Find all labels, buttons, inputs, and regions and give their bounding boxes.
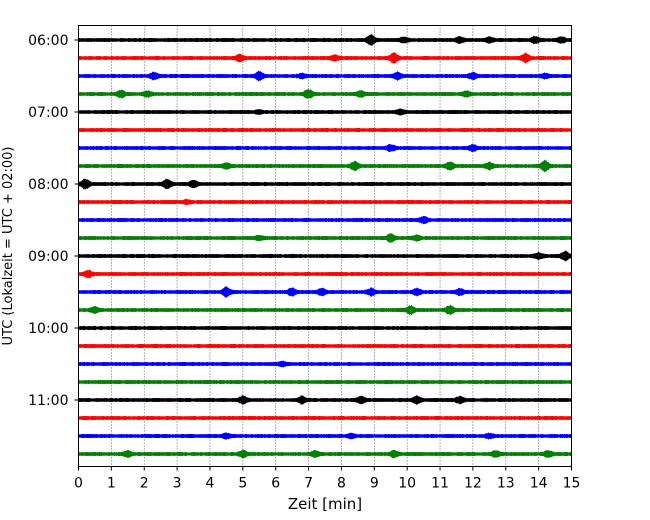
trace-0630	[78, 70, 572, 82]
x-tick-label: 15	[563, 476, 581, 492]
x-tick-label: 1	[107, 476, 116, 492]
x-tick-label: 6	[271, 476, 280, 492]
x-tick-label: 0	[74, 476, 83, 492]
trace-1145	[78, 449, 572, 459]
trace-0600	[78, 34, 572, 46]
trace-1115	[78, 415, 572, 421]
x-tick-label: 2	[140, 476, 149, 492]
trace-0945	[78, 304, 572, 316]
y-tick-label: 11:00	[28, 393, 68, 409]
trace-0745	[78, 159, 572, 173]
y-tick-label: 10:00	[28, 321, 68, 337]
x-tick-label: 11	[431, 476, 449, 492]
x-tick-label: 5	[238, 476, 247, 492]
trace-0615	[78, 51, 572, 65]
x-tick-label: 8	[337, 476, 346, 492]
trace-1030	[78, 360, 572, 368]
trace-0715	[78, 127, 572, 133]
trace-0700	[78, 108, 572, 116]
y-tick-label: 08:00	[28, 177, 68, 193]
x-axis-label: Zeit [min]	[288, 495, 362, 513]
trace-1015	[78, 343, 572, 349]
x-tick-label: 9	[370, 476, 379, 492]
x-tick-label: 4	[206, 476, 215, 492]
trace-1130	[78, 432, 572, 440]
x-tick-label: 3	[173, 476, 182, 492]
y-tick-label: 07:00	[28, 105, 68, 121]
trace-0815	[78, 198, 572, 206]
trace-0915	[78, 269, 572, 279]
x-tick-label: 13	[497, 476, 515, 492]
x-tick-label: 12	[464, 476, 482, 492]
trace-1045	[78, 379, 572, 385]
trace-0900	[78, 250, 572, 262]
x-tick-label: 10	[398, 476, 416, 492]
trace-1100	[78, 395, 572, 405]
trace-0645	[78, 88, 572, 100]
y-axis-ticks: 06:00 07:00 08:00 09:00 10:00 11:00	[28, 33, 79, 409]
plot-frame	[78, 25, 572, 467]
trace-0845	[78, 233, 572, 243]
trace-0830	[78, 215, 572, 225]
trace-0800	[78, 178, 572, 190]
x-tick-label: 7	[304, 476, 313, 492]
trace-0930	[78, 286, 572, 298]
y-axis-label: UTC (Lokalzeit = UTC + 02:00)	[1, 147, 16, 346]
trace-0730	[78, 143, 572, 153]
y-tick-label: 06:00	[28, 33, 68, 49]
trace-series-group	[78, 34, 572, 459]
x-tick-label: 14	[530, 476, 548, 492]
x-axis-ticks: 0 1 2 3 4 5 6 7 8 9 10 11 12 13 14 15	[74, 466, 581, 492]
y-tick-label: 09:00	[28, 249, 68, 265]
trace-1000	[78, 325, 572, 331]
